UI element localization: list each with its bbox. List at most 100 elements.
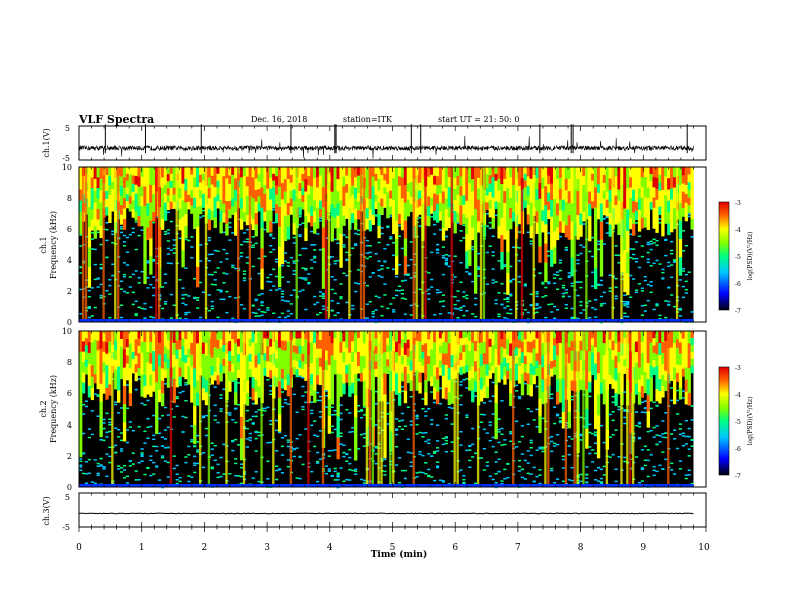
ch1-spectrogram-cell <box>655 239 659 242</box>
ch2-spectrogram-cell <box>204 367 209 381</box>
ch1-spectrogram-cell <box>333 314 337 317</box>
ch1-spectrogram-cell <box>374 194 378 203</box>
ch1-spectrogram-cell <box>503 307 507 309</box>
ch1-spectrogram-cell <box>491 167 495 178</box>
ch1-spectrogram-cell <box>289 206 293 215</box>
ch1-spectrogram-cell <box>553 317 557 319</box>
ch1-spectrogram-cell <box>336 227 340 241</box>
ch2-spectrogram-cell <box>637 437 642 440</box>
ch1-spectrogram-cell <box>342 244 346 246</box>
ch2-spectrogram-cell <box>623 338 627 346</box>
ch1-spectrogram-cell <box>263 167 267 177</box>
ch2-spectrogram-cell <box>386 352 390 360</box>
ch1-spectrogram-cell <box>251 236 255 238</box>
ch2-spectrogram-cell <box>593 452 598 455</box>
ch2-spectrogram-cell <box>286 459 290 461</box>
ch2-spectrogram-cell <box>251 415 255 418</box>
ch1-spectrogram-cell <box>143 205 147 226</box>
ch1-spectrogram-cell <box>248 167 252 322</box>
ch2-spectrogram-cell <box>567 445 571 447</box>
ch1-spectrogram-cell <box>239 167 244 178</box>
ch1-spectrogram-cell <box>661 201 665 214</box>
ch2-spectrogram-cell <box>237 382 241 384</box>
ch2-spectrogram-cell <box>119 467 124 469</box>
ch1-spectrogram-cell <box>260 228 264 249</box>
ch2-spectrogram-cell <box>318 395 323 398</box>
ch2-spectrogram-cell <box>465 337 469 346</box>
ch2-spectrogram-cell <box>383 352 387 374</box>
ch2-spectrogram-cell <box>652 474 656 477</box>
ch1-spectrogram-cell <box>234 223 238 236</box>
ch2-spectrogram-cell <box>310 341 314 353</box>
ch2-spectrogram-cell <box>655 425 659 427</box>
ch1-spectrogram-cell <box>397 235 402 238</box>
ch2-spectrogram-cell <box>351 351 355 363</box>
ch2-spectrogram-cell <box>231 449 235 452</box>
ch1-spectrogram-cell <box>178 317 182 320</box>
ch1-spectrogram-cell <box>632 253 636 256</box>
ch1-spectrogram-cell <box>468 232 472 250</box>
ch1-spectrogram-cell <box>403 184 408 204</box>
ch2-spectrogram-cell <box>482 469 487 471</box>
ch1-spectrogram-cell <box>219 221 223 234</box>
ch2-spectrogram-cell <box>509 432 513 435</box>
ch1-spectrogram-cell <box>640 177 645 188</box>
ch1-spectrogram-cell <box>228 175 232 185</box>
ch1-spectrogram-cell <box>277 167 282 188</box>
ch1-spectrogram-cell <box>102 167 105 322</box>
ch2-spectrogram-cell <box>681 390 685 392</box>
ch2-spectrogram-cell <box>514 339 519 348</box>
ch1-spectrogram-cell <box>207 294 211 296</box>
ch1-spectrogram-cell <box>201 193 206 202</box>
ch1-spectrogram-cell <box>614 286 618 289</box>
ch2-spectrogram-cell <box>354 352 358 375</box>
ch1-spectrogram-cell <box>307 194 311 205</box>
ch2-spectrogram-cell <box>201 331 206 343</box>
ch1-spectrogram-cell <box>374 173 378 182</box>
ch2-spectrogram-cell <box>286 352 291 364</box>
ch1-spectrogram-cell <box>506 230 510 253</box>
ch1-spectrogram-cell <box>687 197 691 206</box>
ch2-spectrogram-cell <box>541 448 545 450</box>
ch2-spectrogram-cell <box>310 352 314 364</box>
ch2-spectrogram-cell <box>269 370 273 379</box>
ch1-spectrogram-cell <box>509 218 513 230</box>
ch1-spectrogram-cell <box>333 260 337 262</box>
ch2-spectrogram-cell <box>608 456 612 458</box>
ch1-spectrogram-baseline <box>79 319 694 322</box>
ch1-spectrogram-cell <box>301 222 305 224</box>
ch1-spectrogram-cell <box>380 314 384 317</box>
ch1-spectrogram-cell <box>330 204 334 217</box>
ch1-spectrogram-cell <box>181 167 185 185</box>
ch1-spectrogram-cell <box>172 201 176 209</box>
ch2-spectrogram-cell <box>588 395 592 398</box>
ch1-spectrogram-cell <box>342 186 346 197</box>
ch2-spectrogram-cell <box>90 433 94 436</box>
ch2-spectrogram-cell <box>201 452 206 454</box>
ch2-spectrogram-cell <box>506 354 510 364</box>
ch1-spectrogram-cell <box>640 187 645 199</box>
ch2-spectrogram-cell <box>354 438 358 461</box>
ch2-spectrogram-cell <box>254 430 258 433</box>
ch2-spectrogram-cell <box>447 483 451 485</box>
ch2-spectrogram-cell <box>374 445 378 448</box>
ch1-spectrogram-cell <box>163 193 168 204</box>
ch1-spectrogram-cell <box>374 321 378 324</box>
ch2-spectrogram-cell <box>684 367 689 381</box>
ch2-spectrogram-cell <box>316 357 320 367</box>
ch2-spectrogram-cell <box>406 331 411 341</box>
ch2-spectrogram-cell <box>675 413 680 415</box>
ch2-spectrogram-cell <box>163 369 168 378</box>
ch1-spectrogram-cell <box>187 239 191 242</box>
ch2-spectrogram-cell <box>131 463 135 465</box>
ch2-spectrogram-cell <box>266 338 270 347</box>
ch2-spectrogram-cell <box>555 379 560 393</box>
ch2-spectrogram-cell <box>134 347 138 357</box>
ch1-spectrogram-cell <box>465 251 469 269</box>
ch2-spectrogram-cell <box>158 417 162 420</box>
ch1-spectrogram-cell <box>403 313 408 316</box>
ch1-spectrogram-cell <box>225 167 229 179</box>
ch2-spectrogram-cell <box>149 474 153 477</box>
ch1-spectrogram-cell <box>93 226 97 239</box>
ch2-spectrogram-cell <box>277 431 282 434</box>
